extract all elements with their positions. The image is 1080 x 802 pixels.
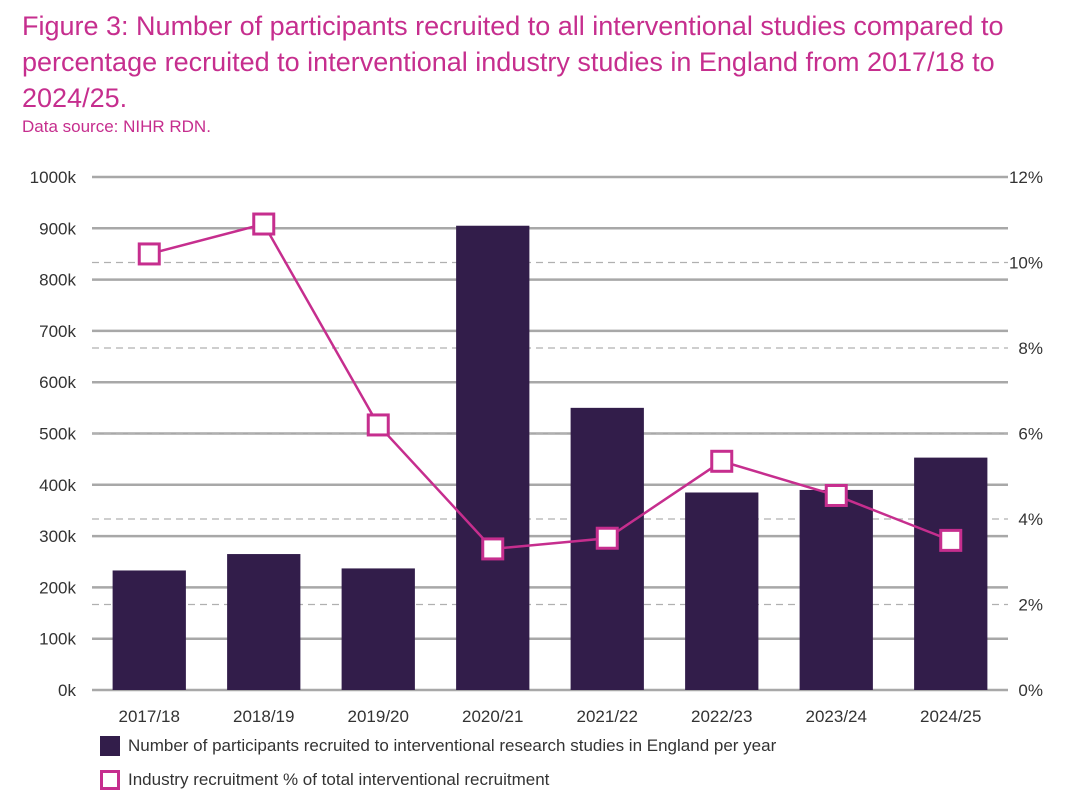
line-point [252,212,276,236]
x-tick-label: 2023/24 [806,707,867,726]
x-tick-label: 2017/18 [119,707,180,726]
line-point [710,449,734,473]
y-left-tick-label: 400k [39,476,76,495]
line-point [481,537,505,561]
legend-label-bars: Number of participants recruited to inte… [128,736,777,755]
bar [799,489,873,690]
y-left-tick-label: 1000k [30,168,77,187]
bar [914,457,988,690]
line-point [137,242,161,266]
x-tick-label: 2024/25 [920,707,981,726]
line-point [824,483,848,507]
legend-item-line: Industry recruitment % of total interven… [100,770,549,790]
line-point [366,413,390,437]
x-tick-label: 2018/19 [233,707,294,726]
legend-label-line: Industry recruitment % of total interven… [128,770,550,789]
bar [685,492,759,690]
chart-title: Figure 3: Number of participants recruit… [22,11,1004,113]
y-left-tick-label: 700k [39,322,76,341]
y-left-tick-label: 900k [39,219,76,238]
bar [227,554,301,690]
y-left-tick-label: 300k [39,527,76,546]
y-left-tick-label: 600k [39,373,76,392]
y-left-tick-label: 800k [39,271,76,290]
y-left-tick-label: 200k [39,578,76,597]
series-line [148,222,952,551]
y-left-tick-label: 100k [39,630,76,649]
y-right-tick-label: 0% [1018,681,1043,700]
legend-swatch-bars [100,736,120,756]
line-point [939,528,963,552]
bar [112,570,186,690]
bar [341,568,415,690]
x-tick-label: 2019/20 [348,707,409,726]
y-right-tick-label: 2% [1018,596,1043,615]
x-tick-label: 2022/23 [691,707,752,726]
y-right-tick-label: 10% [1009,254,1043,273]
y-right-tick-label: 4% [1018,510,1043,529]
bar [456,225,530,691]
y-left-tick-label: 0k [58,681,76,700]
legend-item-bars: Number of participants recruited to inte… [100,736,776,756]
legend-swatch-line [100,770,120,790]
y-left-tick-label: 500k [39,425,76,444]
x-tick-label: 2021/22 [577,707,638,726]
y-right-tick-label: 12% [1009,168,1043,187]
line-point [595,526,619,550]
x-tick-label: 2020/21 [462,707,523,726]
y-right-tick-label: 8% [1018,339,1043,358]
data-source: Data source: NIHR RDN. [22,117,211,136]
y-right-tick-label: 6% [1018,425,1043,444]
